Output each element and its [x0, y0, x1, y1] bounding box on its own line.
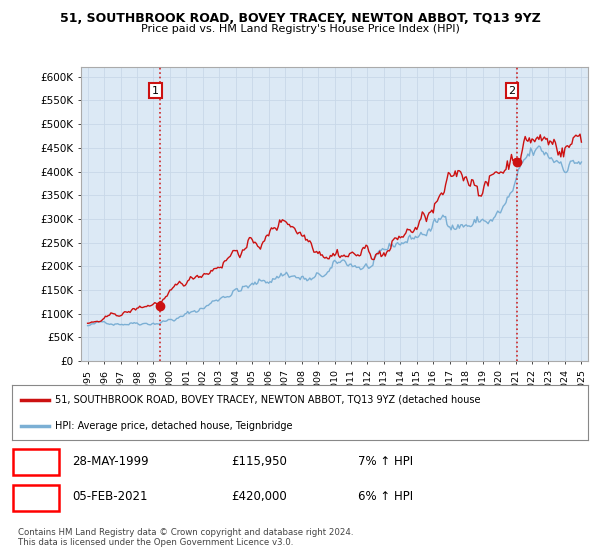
Text: 28-MAY-1999: 28-MAY-1999 [73, 455, 149, 468]
Text: 2: 2 [32, 491, 41, 503]
Text: £420,000: £420,000 [231, 491, 287, 503]
Text: 2: 2 [508, 86, 515, 96]
Text: HPI: Average price, detached house, Teignbridge: HPI: Average price, detached house, Teig… [55, 421, 293, 431]
Text: Contains HM Land Registry data © Crown copyright and database right 2024.
This d: Contains HM Land Registry data © Crown c… [18, 528, 353, 547]
Text: 1: 1 [32, 455, 41, 468]
Text: 7% ↑ HPI: 7% ↑ HPI [358, 455, 413, 468]
FancyBboxPatch shape [13, 449, 59, 475]
Text: 6% ↑ HPI: 6% ↑ HPI [358, 491, 413, 503]
Text: 51, SOUTHBROOK ROAD, BOVEY TRACEY, NEWTON ABBOT, TQ13 9YZ (detached house: 51, SOUTHBROOK ROAD, BOVEY TRACEY, NEWTO… [55, 395, 481, 404]
Text: Price paid vs. HM Land Registry's House Price Index (HPI): Price paid vs. HM Land Registry's House … [140, 24, 460, 34]
FancyBboxPatch shape [13, 484, 59, 511]
Text: 1: 1 [152, 86, 159, 96]
Text: 51, SOUTHBROOK ROAD, BOVEY TRACEY, NEWTON ABBOT, TQ13 9YZ: 51, SOUTHBROOK ROAD, BOVEY TRACEY, NEWTO… [59, 12, 541, 25]
Text: 05-FEB-2021: 05-FEB-2021 [73, 491, 148, 503]
Text: £115,950: £115,950 [231, 455, 287, 468]
